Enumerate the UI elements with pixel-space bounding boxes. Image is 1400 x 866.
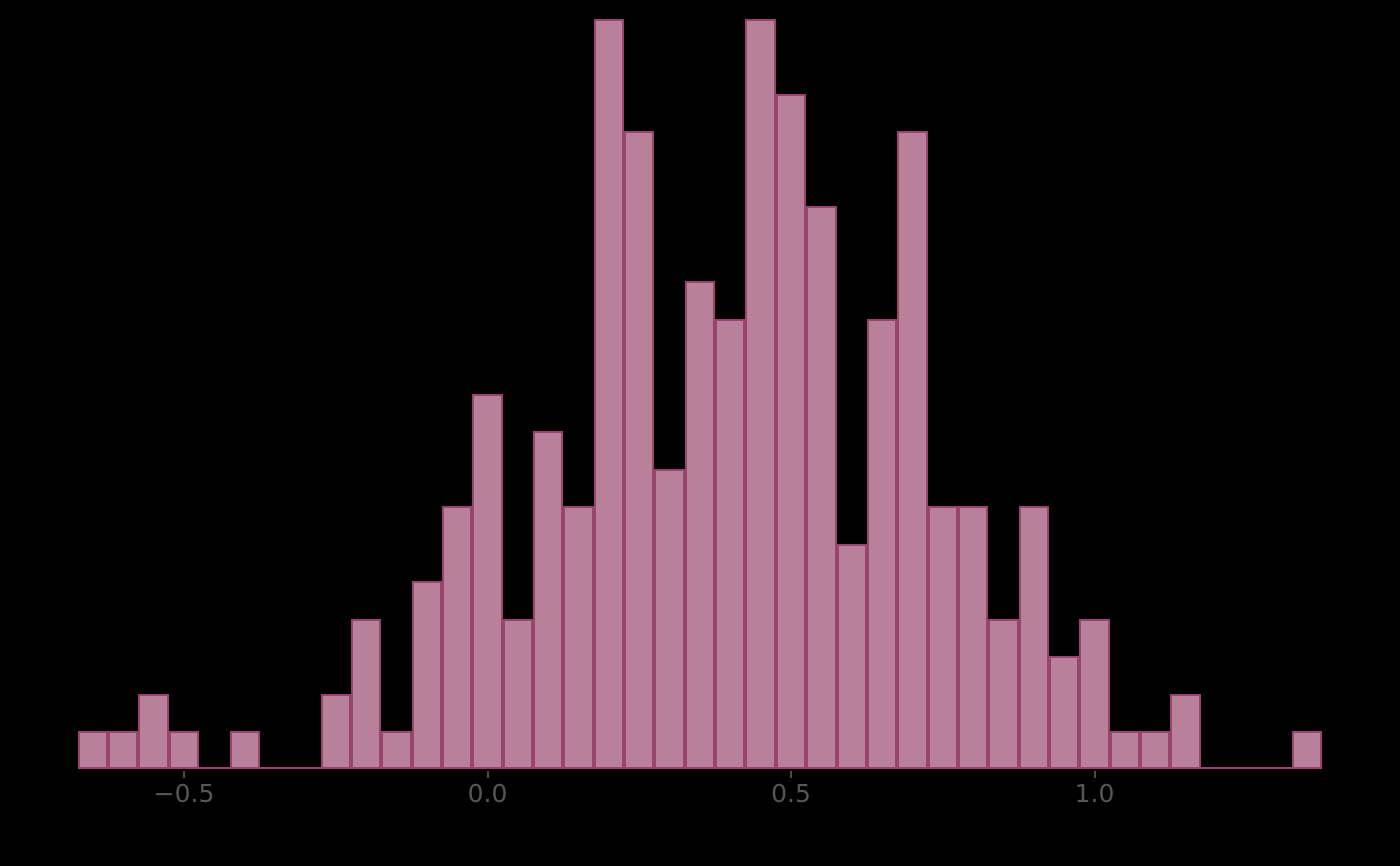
histogram-bar [1018, 506, 1049, 769]
histogram-bar [745, 18, 776, 769]
histogram-bar [897, 131, 928, 769]
histogram-bar [1109, 731, 1141, 769]
histogram-bar [533, 431, 564, 769]
histogram-bar [108, 731, 139, 769]
histogram-bar [1170, 693, 1201, 769]
histogram-bar [684, 281, 716, 769]
histogram-bar [866, 318, 898, 769]
histogram-bar [381, 731, 412, 769]
x-tick-label: −0.5 [153, 779, 215, 808]
histogram-bar [472, 393, 503, 769]
histogram-bar [836, 543, 867, 769]
x-axis-line [77, 766, 1323, 769]
histogram-bar [1048, 656, 1080, 769]
histogram-bar [77, 731, 109, 769]
x-tick-mark [790, 771, 792, 778]
histogram-bar [1140, 731, 1171, 769]
histogram-bar [320, 693, 351, 769]
histogram-bar [988, 618, 1019, 769]
x-tick-mark [1093, 771, 1096, 778]
histogram-bar [775, 93, 807, 769]
histogram-bar [502, 618, 534, 769]
histogram-bar [1079, 618, 1110, 769]
x-tick-label: 0.0 [467, 779, 508, 808]
histogram-bar [654, 468, 685, 769]
histogram-bar [350, 618, 382, 769]
histogram-bar [927, 506, 958, 769]
histogram-bar [138, 693, 169, 769]
histogram-bar [593, 18, 625, 769]
x-tick-mark [183, 771, 185, 778]
histogram-bar [411, 581, 442, 769]
histogram-bar [229, 731, 260, 769]
histogram-bar [624, 131, 655, 769]
histogram-bar [957, 506, 989, 769]
histogram-bar [715, 318, 746, 769]
histogram-bar [168, 731, 200, 769]
histogram-bar [563, 506, 594, 769]
histogram-bar [1291, 731, 1323, 769]
x-tick-mark [486, 771, 489, 778]
histogram-bar [441, 506, 473, 769]
histogram-bar [806, 206, 837, 769]
x-tick-label: 0.5 [771, 779, 811, 808]
x-tick-label: 1.0 [1074, 779, 1115, 808]
